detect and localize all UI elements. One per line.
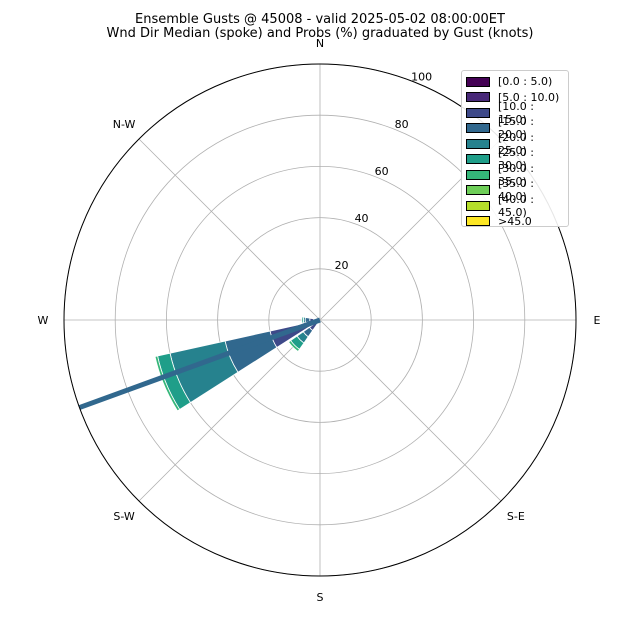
- radial-tick-label: 40: [355, 212, 369, 225]
- legend-entry: [25.0 : 30.0): [466, 146, 564, 172]
- legend-swatch: [466, 107, 490, 118]
- legend-swatch: [466, 154, 490, 165]
- legend-swatch: [466, 185, 490, 196]
- legend-label: [40.0 : 45.0): [498, 192, 534, 219]
- legend-label: [15.0 : 20.0): [498, 115, 534, 142]
- windrose-bar: [287, 339, 301, 353]
- legend-label: [10.0 : 15.0): [498, 99, 534, 126]
- direction-label: S-E: [507, 510, 525, 523]
- direction-label: S: [317, 591, 324, 604]
- radial-tick-label: 60: [375, 165, 389, 178]
- legend-label: [20.0 : 25.0): [498, 130, 534, 157]
- radial-tick-label: 80: [395, 118, 409, 131]
- chart-subtitle: Wnd Dir Median (spoke) and Probs (%) gra…: [106, 26, 534, 41]
- legend-swatch: [466, 216, 490, 227]
- legend: [0.0 : 5.0) [5.0 : 10.0) [10.0 : 15.0) [15.…: [461, 70, 569, 230]
- legend-entry: >45.0: [466, 214, 564, 230]
- chart-title: Ensemble Gusts @ 45008 - valid 2025-05-0…: [135, 12, 505, 27]
- legend-swatch: [466, 92, 490, 103]
- legend-swatch: [466, 138, 490, 149]
- legend-entry: [35.0 : 40.0): [466, 177, 564, 203]
- legend-entry: [10.0 : 15.0): [466, 100, 564, 126]
- angular-grid-line: [138, 138, 321, 321]
- legend-label: [0.0 : 5.0): [498, 75, 553, 89]
- legend-entry: [0.0 : 5.0): [466, 74, 564, 90]
- angular-grid-line: [138, 319, 321, 502]
- legend-label: [25.0 : 30.0): [498, 146, 534, 173]
- legend-label: >45.0: [498, 214, 532, 228]
- legend-label: [35.0 : 40.0): [498, 177, 534, 204]
- radial-tick-label: 100: [411, 71, 432, 84]
- windrose-bar: [154, 355, 181, 412]
- direction-label: S-W: [113, 510, 135, 523]
- legend-label: [5.0 : 10.0): [498, 90, 560, 104]
- angular-grid-line: [319, 319, 502, 502]
- legend-entry: [5.0 : 10.0): [466, 90, 564, 106]
- legend-swatch: [466, 76, 490, 87]
- legend-swatch: [466, 123, 490, 134]
- legend-swatch: [466, 169, 490, 180]
- legend-swatch: [466, 200, 490, 211]
- direction-label: N: [316, 37, 324, 50]
- legend-entry: [20.0 : 25.0): [466, 131, 564, 157]
- direction-label: N-W: [113, 118, 136, 131]
- legend-entry: [30.0 : 35.0): [466, 162, 564, 188]
- legend-label: [30.0 : 35.0): [498, 161, 534, 188]
- legend-entry: [40.0 : 45.0): [466, 193, 564, 219]
- polar-frame: [63, 63, 577, 577]
- direction-label: E: [594, 314, 601, 327]
- windrose-bar: [301, 316, 305, 324]
- radial-tick-label: 20: [335, 259, 349, 272]
- direction-label: W: [38, 314, 49, 327]
- legend-entry: [15.0 : 20.0): [466, 115, 564, 141]
- median-spoke: [78, 317, 321, 410]
